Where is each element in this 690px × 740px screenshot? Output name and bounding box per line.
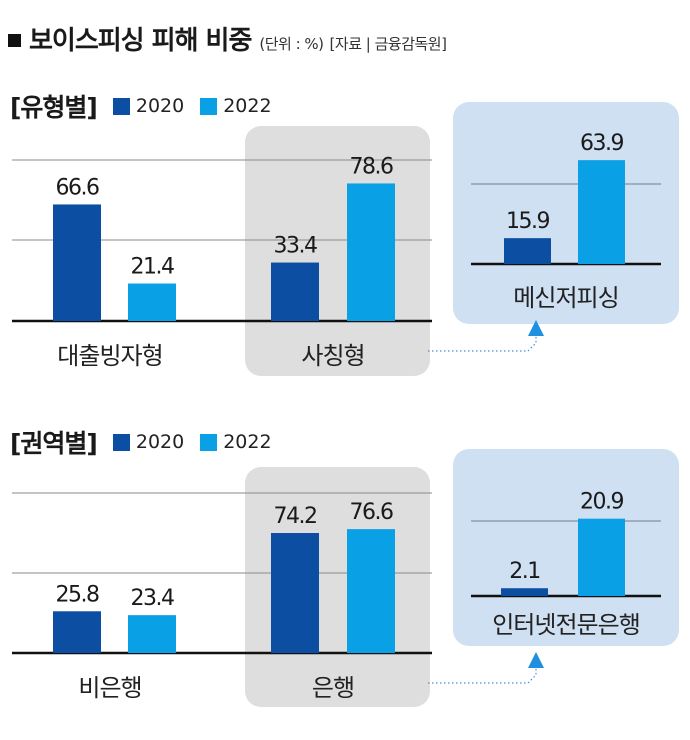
type-value-label-사칭형-2020: 33.4 [274,234,317,259]
region-connector-arrow-icon [528,652,544,668]
region-value-label-비은행-2022: 23.4 [131,586,174,611]
region-value-label-은행-2022: 76.6 [350,500,393,525]
region-bar-비은행-2020 [53,611,101,653]
type-value-label-사칭형-2022: 78.6 [350,154,393,179]
legend-item-2022: 2022 [200,431,272,453]
legend-swatch-2020 [112,433,130,451]
region-inset-bar-2022 [578,518,625,596]
region-bar-비은행-2022 [128,615,176,653]
region-inset-bar-2020 [501,588,548,596]
region-connector-line [428,666,537,684]
legend-swatch-2022 [200,433,218,451]
region-value-label-비은행-2020: 25.8 [56,582,99,607]
region-inset-value-label-2022: 20.9 [580,490,623,515]
type-bar-사칭형-2020 [271,262,319,321]
type-inset-bar-2020 [504,238,551,264]
legend-item-2020: 2020 [112,431,185,453]
region-category-label-비은행: 비은행 [78,674,141,702]
type-section-header: [유형별] 2020 2022 [10,88,272,124]
region-section-header: [권역별] 2020 2022 [10,424,272,460]
type-section-title: [유형별] [10,93,98,122]
type-bar-대출빙자형-2020 [53,204,101,321]
type-bar-사칭형-2022 [347,183,395,321]
type-inset-bar-2022 [578,160,625,264]
type-bar-대출빙자형-2022 [128,283,176,321]
type-inset-category-label: 메신저피싱 [513,284,618,312]
region-inset-category-label: 인터넷전문은행 [492,611,640,639]
type-inset-value-label-2022: 63.9 [580,131,623,156]
unit-note: (단위 : %) [259,35,324,53]
type-category-label-사칭형: 사칭형 [301,342,364,370]
chart-title: 보이스피싱 피해 비중 [29,26,252,56]
type-connector-line [428,334,537,352]
region-section-title: [권역별] [10,429,98,458]
legend-item-2022: 2022 [200,95,272,117]
region-bar-은행-2020 [271,533,319,653]
type-value-label-대출빙자형-2020: 66.6 [56,175,99,200]
legend-item-2020: 2020 [112,95,185,117]
legend-label-2022: 2022 [223,95,272,117]
source-note: [자료 | 금융감독원] [329,35,447,53]
title-bullet-icon [8,34,21,47]
region-value-label-은행-2020: 74.2 [274,504,317,529]
region-category-label-은행: 은행 [312,674,354,702]
type-connector-arrow-icon [528,320,544,336]
legend-label-2020: 2020 [135,95,185,117]
legend-label-2020: 2020 [135,431,185,453]
type-inset-value-label-2020: 15.9 [506,209,549,234]
legend-label-2022: 2022 [223,431,272,453]
legend-swatch-2022 [200,97,218,115]
region-inset-value-label-2020: 2.1 [509,559,540,584]
region-bar-은행-2022 [347,529,395,653]
type-value-label-대출빙자형-2022: 21.4 [131,255,174,280]
type-category-label-대출빙자형: 대출빙자형 [57,342,162,370]
type-inset-panel [453,102,679,324]
chart-header: 보이스피싱 피해 비중 (단위 : %) [자료 | 금융감독원] [8,20,447,56]
legend-swatch-2020 [112,97,130,115]
